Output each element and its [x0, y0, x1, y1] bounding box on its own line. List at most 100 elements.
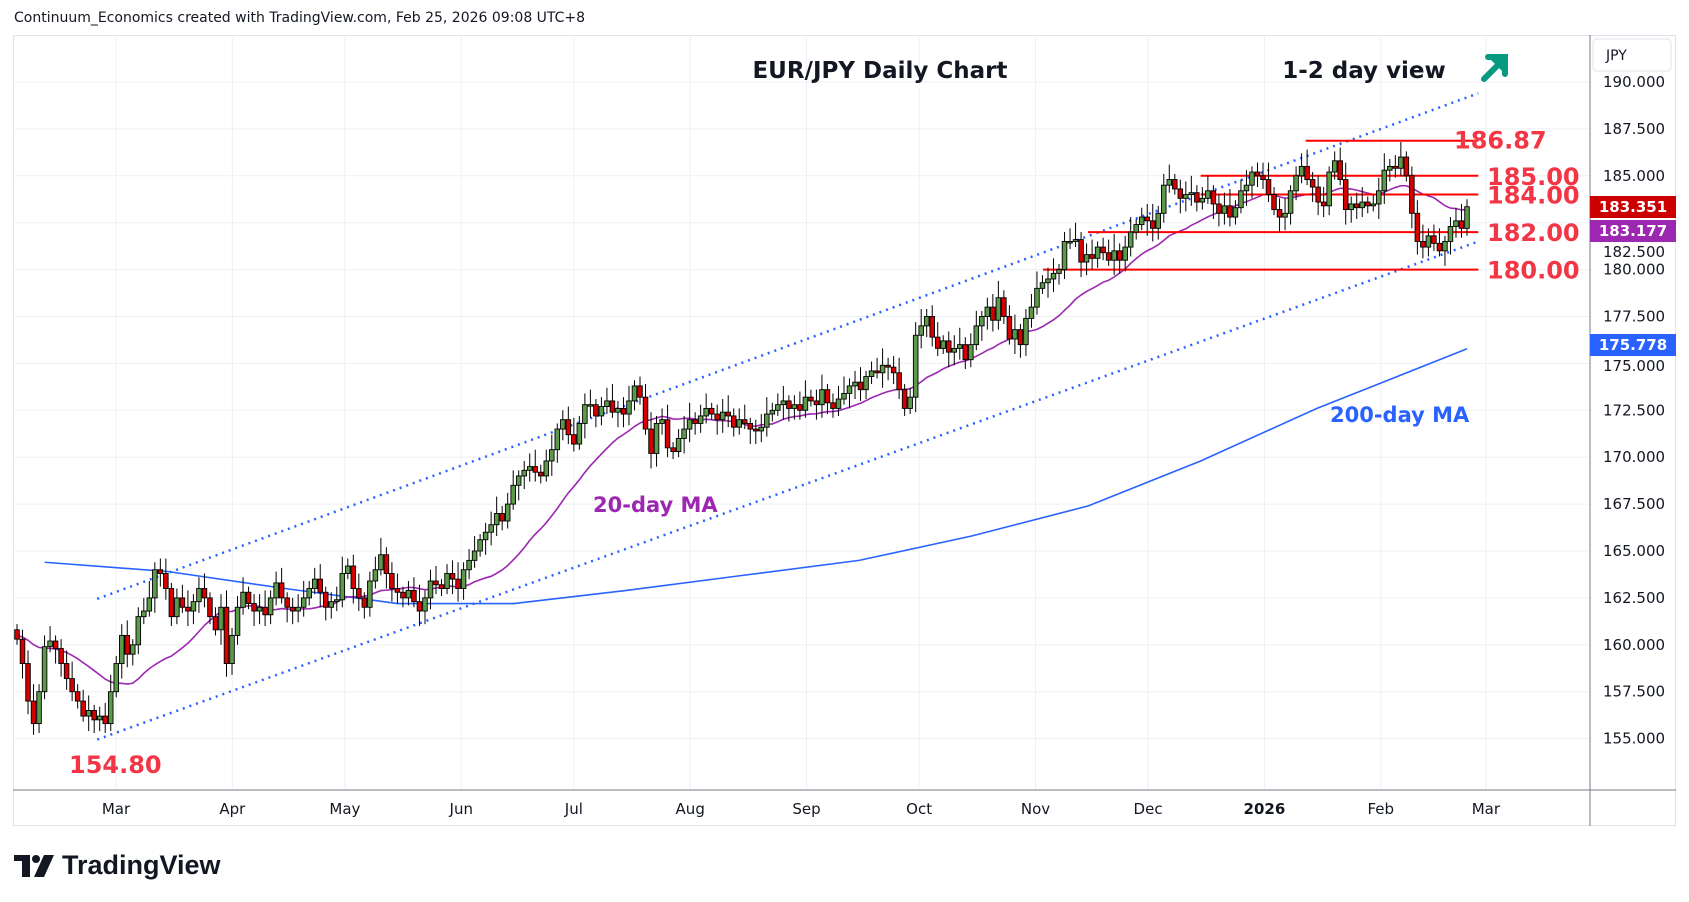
candle-up [1083, 254, 1090, 263]
candle-up [1155, 212, 1162, 229]
candle-down [637, 385, 643, 398]
y-tick-label: 182.500 [1603, 243, 1665, 261]
candle-up [995, 297, 1002, 321]
candle-up [1387, 165, 1393, 171]
last-price-badge: 183.351 [1590, 196, 1676, 218]
candle-down [620, 407, 627, 415]
candle-up [1127, 231, 1134, 248]
candle-up [152, 569, 158, 599]
ma20-group [16, 184, 1468, 685]
candle-up [1442, 241, 1448, 252]
candle-up [311, 578, 318, 589]
candle-down [1089, 254, 1095, 259]
candle-down [14, 629, 20, 640]
candle-down [251, 603, 257, 612]
x-tick-label: Nov [1021, 800, 1050, 818]
candle-up [1072, 239, 1079, 242]
candle-up [1138, 216, 1145, 226]
candle-up [460, 569, 467, 589]
y-tick-label: 190.000 [1603, 73, 1665, 91]
candle-down [797, 404, 803, 411]
y-tick-label: 175.000 [1603, 357, 1665, 375]
candle-up [482, 531, 489, 541]
candle-up [576, 422, 583, 445]
candle-up [85, 710, 92, 717]
candle-down [289, 606, 296, 612]
candle-up [736, 419, 742, 428]
candle-up [1199, 197, 1206, 203]
candle-down [1210, 190, 1217, 205]
candle-up [135, 616, 142, 646]
candle-up [758, 426, 765, 432]
x-tick-label: Jul [564, 800, 583, 818]
candle-down [808, 396, 814, 402]
candle-up [819, 389, 825, 406]
svg-text:175.778: 175.778 [1599, 336, 1667, 354]
candle-up [1331, 160, 1338, 173]
candle-up [1370, 203, 1377, 207]
candle-up [345, 565, 351, 574]
currency-box[interactable] [1592, 38, 1672, 72]
candle-up [1183, 194, 1189, 199]
candle-down [890, 366, 897, 374]
candle-up [1028, 306, 1035, 319]
candle-down [455, 578, 461, 589]
candle-down [356, 588, 362, 599]
candle-up [273, 582, 279, 599]
candle-down [1001, 297, 1007, 317]
candle-down [361, 597, 368, 608]
candle-up [422, 597, 428, 612]
candle-up [653, 422, 660, 454]
candle-up [130, 644, 136, 655]
candle-up [1293, 175, 1299, 192]
tradingview-logo[interactable]: TradingView [14, 850, 221, 881]
ma20-label: 20-day MA [593, 493, 718, 517]
candle-up [427, 580, 434, 599]
candle-down [1271, 194, 1277, 211]
candle-down [1353, 203, 1360, 209]
candle-down [609, 400, 616, 413]
candle-up [912, 334, 919, 398]
candle-down [383, 554, 390, 574]
candle-down [742, 419, 748, 424]
candle-up [405, 589, 412, 599]
candle-up [1249, 171, 1255, 186]
candle-down [449, 573, 456, 580]
y-tick-label: 180.000 [1603, 261, 1665, 279]
candle-down [874, 370, 880, 374]
candle-down [91, 710, 97, 721]
chart-frame [13, 35, 1676, 826]
candle-down [1414, 212, 1421, 242]
candle-down [725, 411, 731, 417]
candle-down [58, 648, 64, 665]
candle-down [179, 597, 186, 608]
candle-down [278, 582, 285, 599]
candle-up [659, 419, 665, 424]
ma200-label: 200-day MA [1330, 403, 1470, 427]
candle-down [593, 404, 599, 417]
level-label: 185.00 [1487, 163, 1580, 191]
time-axis[interactable]: Mar Apr May Jun Jul Aug Sep Oct Nov Dec 2026 Feb Mar [13, 789, 1676, 818]
candle-up [923, 316, 930, 327]
candle-up [907, 396, 913, 409]
candle-down [1342, 179, 1349, 211]
candle-up [372, 569, 379, 582]
candle-down [1149, 220, 1156, 229]
candle-down [63, 663, 70, 680]
y-tick-label: 167.500 [1603, 495, 1665, 513]
candle-up [1039, 282, 1046, 289]
candle-down [416, 601, 423, 612]
candle-up [769, 409, 776, 415]
channel-line [96, 92, 1479, 601]
candle-up [940, 340, 946, 349]
price-axis[interactable]: 155.000 157.500 160.000 162.500 165.000 167.5… [1589, 35, 1665, 826]
candle-up [1381, 169, 1388, 192]
candle-up [1166, 179, 1173, 186]
candle-up [675, 437, 682, 453]
candle-up [1232, 207, 1239, 218]
x-tick-label: May [329, 800, 360, 818]
low-label: 154.80 [69, 751, 162, 779]
candle-up [36, 691, 42, 725]
